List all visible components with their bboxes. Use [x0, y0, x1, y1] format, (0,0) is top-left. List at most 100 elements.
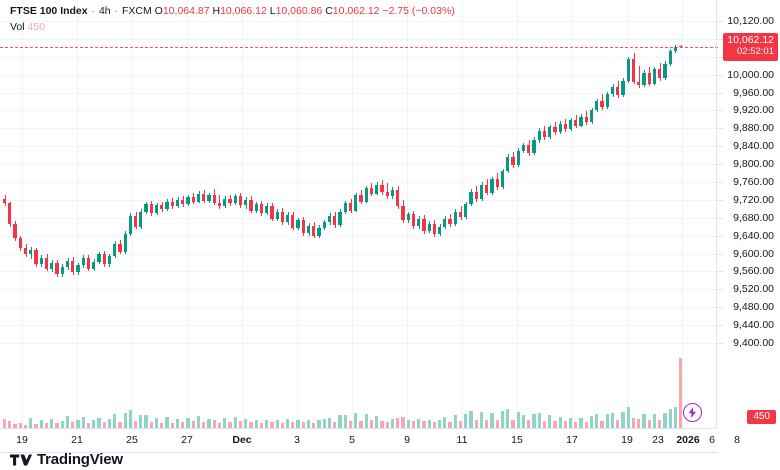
volume-bar [275, 420, 279, 429]
price-axis-tick-mark [718, 325, 723, 326]
candle-body [44, 258, 49, 269]
volume-bar [422, 421, 426, 429]
symbol-name[interactable]: FTSE 100 Index [10, 5, 88, 17]
candle-body [301, 220, 305, 233]
grid-line-vertical [627, 0, 628, 430]
grid-line-horizontal [0, 271, 718, 272]
legend-separator-1: · [91, 5, 96, 17]
volume-bar [113, 413, 117, 429]
legend-symbol-row[interactable]: FTSE 100 Index · 4h · FXCM O10,064.87 H1… [10, 5, 455, 18]
candle-body [631, 59, 636, 82]
price-axis-tick: 9,640.00 [733, 229, 774, 242]
grid-line-vertical [132, 0, 133, 430]
grid-line-vertical [297, 0, 298, 430]
volume-bar [154, 417, 159, 429]
candle-wick [639, 65, 640, 89]
candle-body [616, 87, 620, 96]
price-axis-tick-mark [718, 289, 723, 290]
volume-bar [516, 411, 520, 429]
candle-body [233, 196, 237, 204]
lightning-bolt-icon[interactable] [682, 403, 702, 422]
price-axis-tick: 9,680.00 [733, 211, 774, 224]
candle-body [238, 196, 243, 206]
grid-line-horizontal [0, 200, 718, 201]
current-price-tag: 10,062.12 02:52:01 [723, 32, 778, 61]
price-axis-tick: 9,800.00 [733, 158, 774, 171]
candle-body [280, 211, 284, 223]
volume-bar [558, 417, 562, 429]
volume-bar [652, 413, 657, 429]
candle-body [610, 87, 615, 95]
tradingview-logo[interactable]: TradingView [10, 451, 123, 468]
price-axis[interactable]: 10,120.0010,080.0010,040.0010,000.009,96… [718, 0, 780, 430]
volume-bar [296, 419, 300, 429]
interval-label[interactable]: 4h [98, 5, 111, 17]
volume-bar [406, 419, 410, 429]
candle-body [55, 262, 59, 275]
exchange-label[interactable]: FXCM [122, 5, 152, 17]
price-axis-tick: 9,920.00 [733, 104, 774, 117]
candle-body [291, 215, 295, 228]
candle-body [139, 211, 143, 227]
volume-bar [170, 423, 174, 429]
candle-body [511, 156, 515, 165]
volume-bar [333, 422, 337, 429]
volume-bar [18, 422, 22, 429]
candle-body [123, 233, 127, 252]
candle-body [553, 127, 557, 132]
volume-bar [443, 417, 447, 429]
volume-bar [160, 422, 164, 429]
candle-body [244, 199, 248, 206]
volume-bar [29, 417, 33, 429]
grid-line-vertical [572, 0, 573, 430]
price-axis-tick: 9,440.00 [733, 319, 774, 332]
volume-bar [244, 418, 248, 429]
volume-bar [621, 411, 625, 429]
grid-line-horizontal [0, 307, 718, 308]
time-axis-tick: 11 [456, 434, 468, 446]
candle-body [537, 131, 541, 140]
candle-body [437, 226, 442, 234]
volume-bar [2, 419, 7, 429]
chart-plot-area[interactable] [0, 0, 718, 430]
volume-bar [270, 422, 274, 429]
candle-body [65, 260, 70, 267]
close-key: C [325, 5, 333, 17]
candle-body [516, 150, 520, 165]
volume-bar [76, 419, 80, 429]
bar-countdown-text: 02:52:01 [737, 46, 774, 58]
price-axis-tick-mark [718, 110, 723, 111]
price-axis-tick: 10,000.00 [727, 68, 774, 81]
volume-bar [574, 421, 578, 429]
grid-line-horizontal [0, 93, 718, 94]
volume-bar [134, 421, 138, 429]
price-axis-tick-mark [718, 39, 723, 40]
time-axis[interactable]: 19 21 25 27 Dec 3 5 9 11 15 17 19 23 2026 6 8 [0, 430, 740, 453]
candle-body [527, 145, 531, 154]
candle-body [521, 145, 526, 151]
candle-body [589, 110, 594, 123]
candle-body [390, 190, 395, 197]
volume-bar [291, 421, 295, 429]
volume-bar [354, 412, 358, 429]
volume-bar [280, 422, 284, 429]
price-axis-tick-mark [718, 21, 723, 22]
candle-body [469, 191, 473, 205]
volume-bar [532, 413, 536, 429]
volume-bar [306, 420, 311, 429]
legend-volume-row[interactable]: Vol 450 [10, 21, 455, 34]
candle-body [296, 220, 300, 228]
volume-bar [427, 419, 431, 429]
candle-body [443, 218, 447, 227]
candle-body [186, 197, 190, 205]
candle-body [411, 214, 416, 226]
candle-body [29, 250, 33, 254]
candle-body [506, 156, 510, 172]
volume-bar [437, 420, 442, 429]
time-axis-tick: 15 [511, 434, 523, 446]
volume-bar [521, 414, 526, 429]
candle-body [2, 199, 7, 204]
candle-body [144, 204, 148, 212]
volume-bar [663, 413, 667, 429]
candle-body [275, 211, 279, 219]
